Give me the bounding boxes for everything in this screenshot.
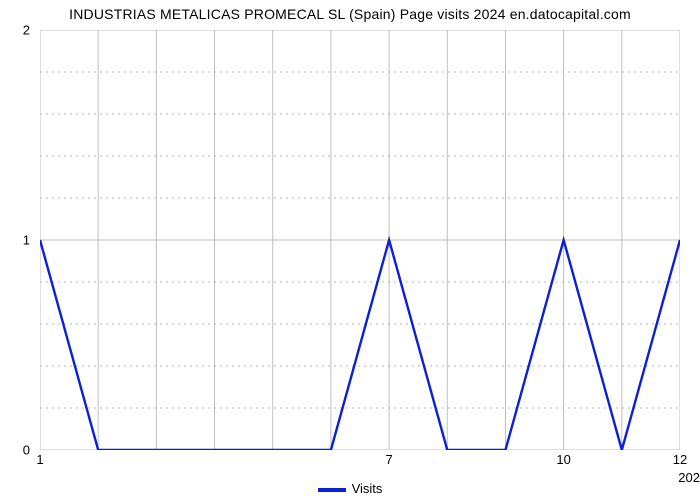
x-tick-label: 10 (556, 452, 570, 467)
chart-container: INDUSTRIAS METALICAS PROMECAL SL (Spain)… (0, 0, 700, 500)
legend-label: Visits (352, 481, 383, 496)
legend: Visits (0, 481, 700, 496)
x-tick-label: 12 (673, 452, 687, 467)
x-tick-label: 7 (385, 452, 392, 467)
line-layer (40, 240, 680, 450)
grid-layer (40, 30, 680, 450)
x-axis-labels: 171012 (40, 452, 680, 470)
y-axis-labels: 012 (0, 30, 36, 450)
y-tick-label: 0 (23, 443, 30, 458)
legend-swatch (318, 488, 346, 492)
chart-svg (40, 30, 680, 450)
chart-title: INDUSTRIAS METALICAS PROMECAL SL (Spain)… (0, 6, 700, 22)
plot-area (40, 30, 680, 450)
x-tick-label: 1 (36, 452, 43, 467)
y-tick-label: 2 (23, 23, 30, 38)
y-tick-label: 1 (23, 233, 30, 248)
